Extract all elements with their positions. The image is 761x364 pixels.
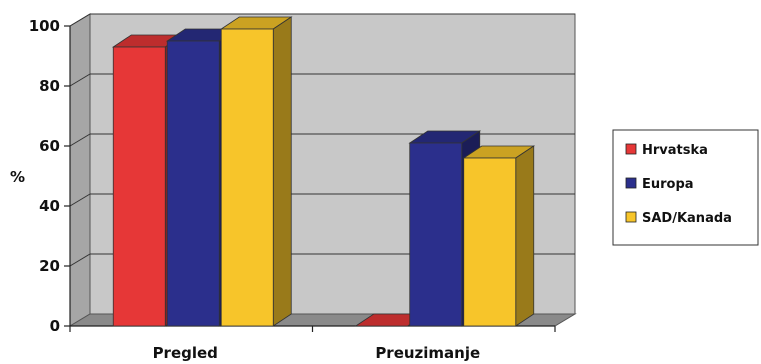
y-tick-label: 80 [39,77,60,95]
legend-box [612,129,759,246]
legend-label: SAD/Kanada [642,211,732,226]
side-wall [69,13,91,327]
y-tick-label: 20 [39,257,60,275]
legend-label: Europa [642,177,694,192]
y-tick-label: 60 [39,137,60,155]
legend-swatch [625,211,637,223]
x-axis-ticks [69,326,556,332]
legend: Hrvatska Europa SAD/Kanada [612,129,759,246]
y-tick-label: 40 [39,197,60,215]
x-axis-labels: Pregled Preuzimanje [153,344,481,362]
bar-sad-kanada-pregled [219,16,293,327]
bars [111,16,536,327]
y-axis-label: % [10,168,25,186]
gridline-side [69,73,91,87]
legend-swatch [625,177,637,189]
x-category-label: Pregled [153,344,218,362]
gridline-side [69,193,91,207]
legend-swatch [625,143,637,155]
gridline-side [69,253,91,267]
gridline-side [69,133,91,147]
gridline-side [69,13,91,27]
y-tick-label: 0 [50,317,60,335]
x-category-label: Preuzimanje [375,344,480,362]
bar-sad-kanada-preuzimanje [462,145,536,327]
y-tick-label: 100 [29,17,60,35]
y-axis: 0 20 40 60 80 100 [29,17,70,335]
legend-label: Hrvatska [642,143,708,158]
